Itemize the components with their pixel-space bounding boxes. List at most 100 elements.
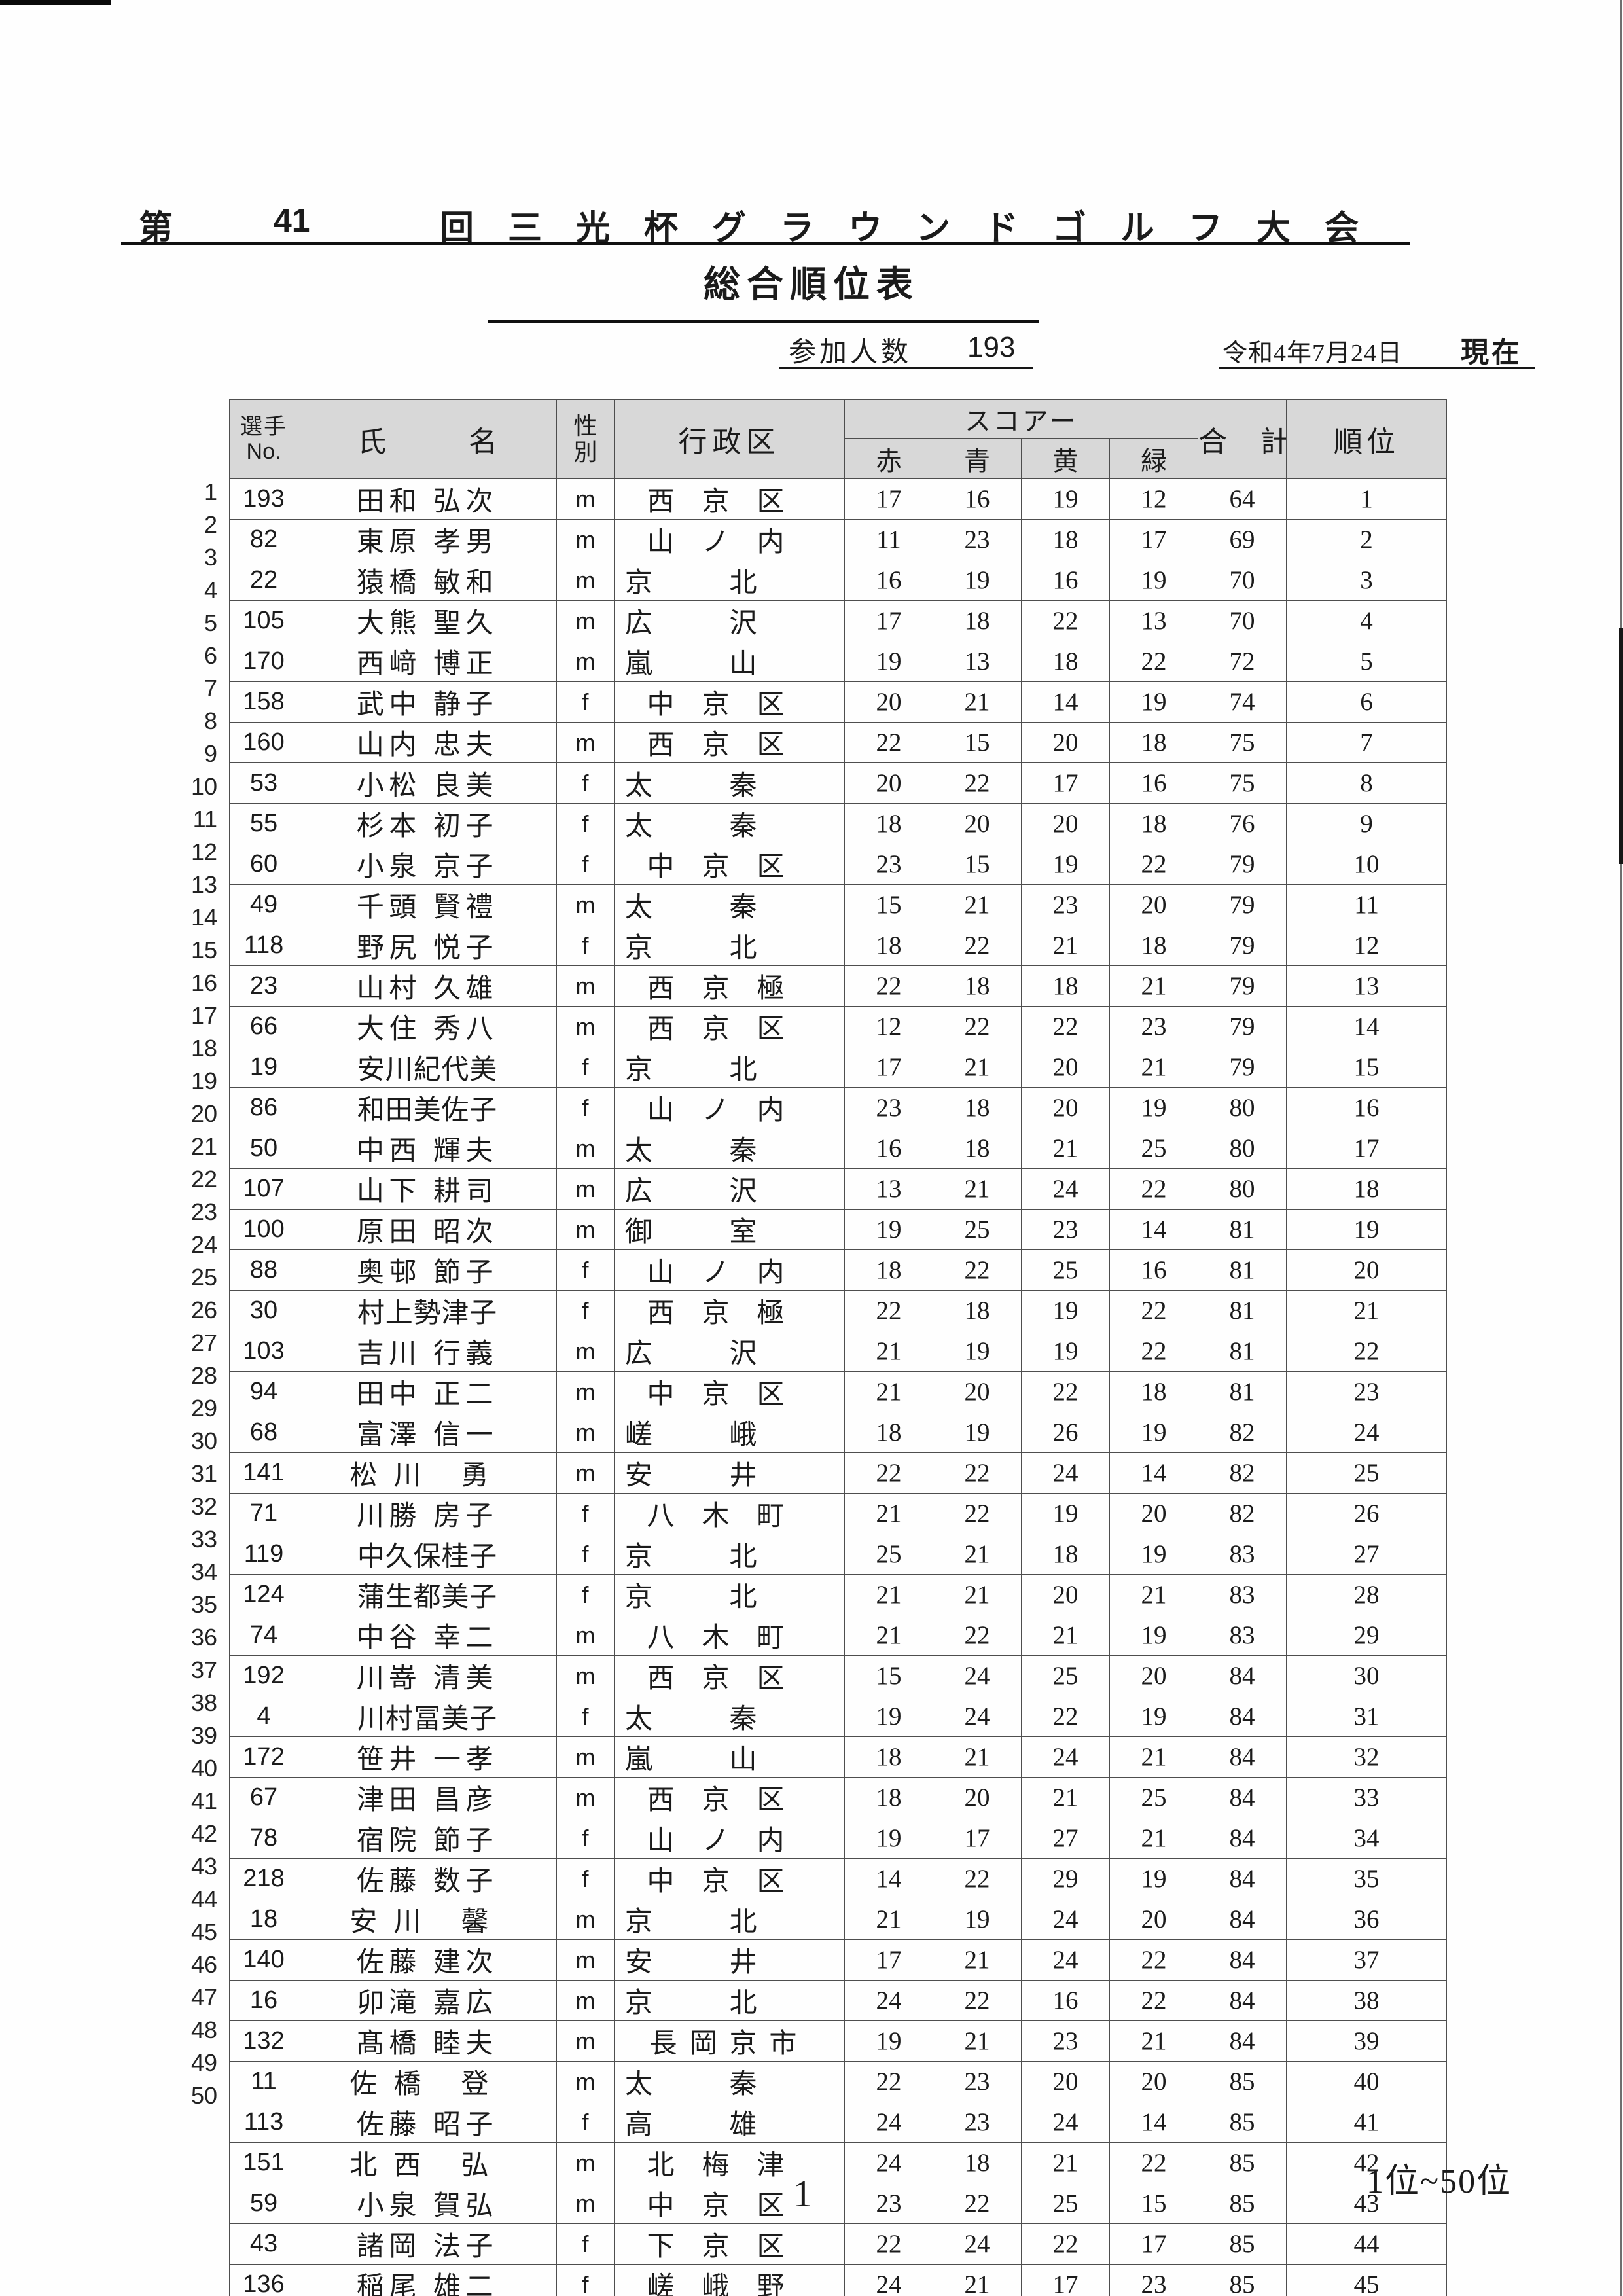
score-red-cell: 18 — [844, 1412, 933, 1453]
score-yellow-cell: 27 — [1021, 1818, 1110, 1859]
sex-cell: m — [556, 1939, 615, 1981]
player-no-cell: 100 — [229, 1209, 298, 1250]
score-blue-cell: 22 — [933, 762, 1022, 804]
total-cell: 84 — [1198, 1736, 1287, 1778]
score-red-cell: 11 — [844, 519, 933, 560]
score-yellow-cell: 24 — [1021, 1736, 1110, 1778]
score-red-cell: 21 — [844, 1371, 933, 1412]
player-no-cell: 88 — [229, 1249, 298, 1291]
score-green-cell: 21 — [1109, 1818, 1199, 1859]
row-number: 48 — [190, 2017, 217, 2043]
name-cell: 小松 良美 — [298, 762, 557, 804]
score-green-cell: 19 — [1109, 1087, 1199, 1128]
player-no-cell: 94 — [229, 1371, 298, 1412]
total-cell: 69 — [1198, 519, 1287, 560]
player-no-cell: 43 — [229, 2223, 298, 2265]
score-yellow-cell: 24 — [1021, 1939, 1110, 1981]
score-blue-cell: 15 — [933, 844, 1022, 885]
row-number: 36 — [190, 1624, 217, 1651]
score-green-cell: 22 — [1109, 2142, 1199, 2183]
table-row: 43 諸岡 法子 f 下京区 22 24 22 17 85 44 — [229, 2223, 1448, 2265]
table-row: 60 小泉 京子 f 中京区 23 15 19 22 79 10 — [229, 844, 1448, 885]
score-green-cell: 16 — [1109, 762, 1199, 804]
score-green-cell: 14 — [1109, 1209, 1199, 1250]
name-cell: 北西 弘 — [298, 2142, 557, 2183]
sex-cell: m — [556, 1209, 615, 1250]
table-row: 19 安川紀代美 f 京北 17 21 20 21 79 15 — [229, 1047, 1448, 1088]
rank-cell: 40 — [1286, 2061, 1448, 2102]
rank-cell: 8 — [1286, 762, 1448, 804]
score-green-cell: 23 — [1109, 2264, 1199, 2296]
sex-cell: f — [556, 1290, 615, 1331]
row-number: 14 — [190, 904, 217, 931]
score-blue-cell: 21 — [933, 1047, 1022, 1088]
score-red-cell: 18 — [844, 925, 933, 966]
name-cell: 奥邨 節子 — [298, 1249, 557, 1291]
table-row: 59 小泉 賀弘 m 中京区 23 22 25 15 85 43 — [229, 2183, 1448, 2224]
player-no-cell: 82 — [229, 519, 298, 560]
player-no-cell: 18 — [229, 1899, 298, 1940]
table-row: 66 大住 秀八 m 西京区 12 22 22 23 79 14 — [229, 1006, 1448, 1047]
name-cell: 山下 耕司 — [298, 1168, 557, 1210]
rank-cell: 16 — [1286, 1087, 1448, 1128]
district-cell: 京北 — [614, 1574, 845, 1615]
sex-cell: m — [556, 2183, 615, 2224]
district-cell: 太秦 — [614, 803, 845, 844]
sex-cell: m — [556, 1006, 615, 1047]
table-row: 151 北西 弘 m 北梅津 24 18 21 22 85 42 — [229, 2142, 1448, 2183]
score-red-cell: 23 — [844, 1087, 933, 1128]
rank-cell: 27 — [1286, 1534, 1448, 1575]
district-cell: 山ノ内 — [614, 519, 845, 560]
name-cell: 川村冨美子 — [298, 1696, 557, 1737]
total-cell: 79 — [1198, 1047, 1287, 1088]
total-cell: 81 — [1198, 1290, 1287, 1331]
score-blue-cell: 15 — [933, 722, 1022, 763]
total-cell: 85 — [1198, 2264, 1287, 2296]
rank-cell: 17 — [1286, 1128, 1448, 1169]
score-red-cell: 15 — [844, 1655, 933, 1696]
table-row: 113 佐藤 昭子 f 高雄 24 23 24 14 85 41 — [229, 2102, 1448, 2143]
score-green-cell: 19 — [1109, 681, 1199, 723]
name-cell: 田和 弘次 — [298, 478, 557, 520]
name-cell: 吉川 行義 — [298, 1331, 557, 1372]
total-cell: 84 — [1198, 1939, 1287, 1981]
table-row: 136 稲尾 雄二 f 嵯峨野 24 21 17 23 85 45 — [229, 2264, 1448, 2296]
score-blue-cell: 21 — [933, 2264, 1022, 2296]
row-number: 8 — [204, 708, 217, 734]
name-cell: 中西 輝夫 — [298, 1128, 557, 1169]
player-no-cell: 107 — [229, 1168, 298, 1210]
sex-cell: m — [556, 884, 615, 925]
score-green-cell: 22 — [1109, 1939, 1199, 1981]
score-green-cell: 21 — [1109, 965, 1199, 1007]
district-cell: 山ノ内 — [614, 1087, 845, 1128]
score-blue-cell: 21 — [933, 1168, 1022, 1210]
score-green-cell: 18 — [1109, 925, 1199, 966]
name-cell: 安川 馨 — [298, 1899, 557, 1940]
score-yellow-cell: 16 — [1021, 1980, 1110, 2021]
score-blue-cell: 21 — [933, 681, 1022, 723]
score-yellow-cell: 23 — [1021, 884, 1110, 925]
score-yellow-cell: 22 — [1021, 2223, 1110, 2265]
score-blue-cell: 23 — [933, 2061, 1022, 2102]
score-red-cell: 19 — [844, 1209, 933, 1250]
score-green-cell: 14 — [1109, 2102, 1199, 2143]
total-cell: 84 — [1198, 1655, 1287, 1696]
row-number: 40 — [190, 1755, 217, 1782]
table-row: 30 村上勢津子 f 西京極 22 18 19 22 81 21 — [229, 1290, 1448, 1331]
total-cell: 80 — [1198, 1087, 1287, 1128]
sex-cell: f — [556, 803, 615, 844]
score-blue-cell: 23 — [933, 519, 1022, 560]
table-row: 132 髙橋 睦夫 m 長岡京市 19 21 23 21 84 39 — [229, 2020, 1448, 2062]
total-cell: 84 — [1198, 1777, 1287, 1818]
document-date: 令和4年7月24日 — [1222, 340, 1403, 367]
rank-cell: 9 — [1286, 803, 1448, 844]
score-red-cell: 14 — [844, 1858, 933, 1899]
district-cell: 嵯峨野 — [614, 2264, 845, 2296]
name-cell: 村上勢津子 — [298, 1290, 557, 1331]
title-tournament-number: 41 — [274, 202, 310, 239]
district-cell: 中京区 — [614, 1371, 845, 1412]
title-prefix: 第 — [139, 210, 173, 247]
table-header: 選手 No. 氏 名 性 別 行政区 スコアー 合 計 順位 赤 青 — [229, 399, 1448, 479]
sex-cell: f — [556, 1493, 615, 1534]
sex-cell: f — [556, 1574, 615, 1615]
